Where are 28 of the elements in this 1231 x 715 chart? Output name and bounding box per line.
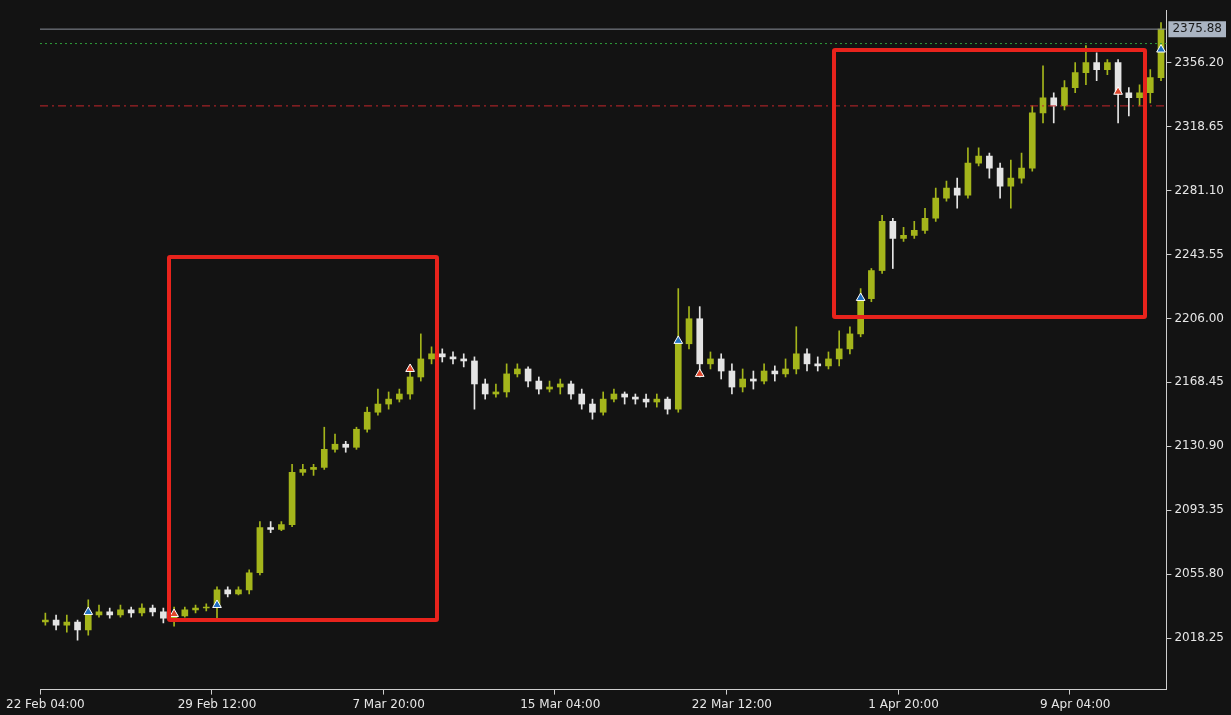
x-tick-label: 15 Mar 04:00 [520, 696, 601, 711]
x-tick-label: 7 Mar 20:00 [352, 696, 425, 711]
point [83, 606, 94, 615]
y-tick-label: 2168.45 [1174, 374, 1224, 389]
y-tick-label: 2055.80 [1174, 566, 1224, 581]
y-tick-label: 2018.25 [1174, 630, 1224, 645]
x-tick-label: 22 Feb 04:00 [6, 696, 85, 711]
x-tick-label: 9 Apr 04:00 [1039, 696, 1111, 711]
candlestick [953, 177, 961, 209]
ref-line-label: 2375.88 [1172, 21, 1222, 36]
y-tick-label: 2243.55 [1174, 246, 1224, 261]
point [855, 292, 866, 301]
x-tick-label: 22 Mar 12:00 [691, 696, 772, 711]
point [1156, 44, 1166, 53]
y-tick-label: 2206.00 [1174, 310, 1224, 325]
point [405, 363, 415, 372]
point [694, 368, 705, 377]
point [212, 599, 222, 608]
y-tick-label: 2318.65 [1174, 118, 1224, 133]
y-tick-label: 2093.35 [1174, 502, 1224, 517]
y-tick-label: 2281.10 [1174, 182, 1224, 197]
y-tick-label: 2356.20 [1174, 54, 1224, 69]
point [673, 335, 684, 344]
candlestick [1125, 87, 1133, 117]
x-tick-label: 29 Feb 12:00 [177, 696, 257, 711]
x-tick-label: 1 Apr 20:00 [868, 696, 939, 711]
y-tick-label: 2130.90 [1174, 438, 1224, 453]
point [1113, 86, 1123, 95]
